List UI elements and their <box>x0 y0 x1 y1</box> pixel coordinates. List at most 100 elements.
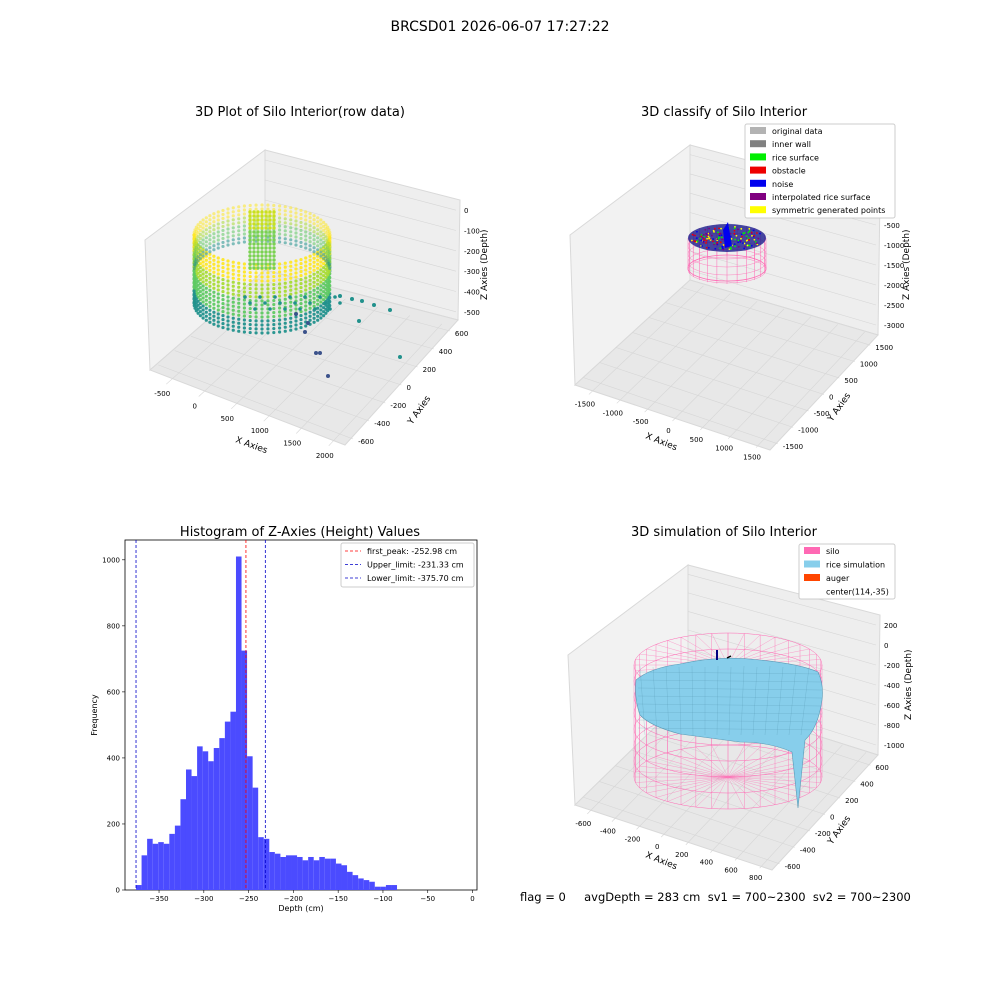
point <box>201 284 205 288</box>
silo-spoke <box>667 752 729 778</box>
point <box>204 220 208 224</box>
point <box>260 210 264 214</box>
point <box>283 281 287 285</box>
point <box>208 280 212 284</box>
point <box>316 298 320 302</box>
x-tick-label: 0 <box>655 843 659 851</box>
point <box>226 239 230 243</box>
point <box>248 246 252 250</box>
point <box>756 232 758 234</box>
point <box>226 275 230 279</box>
mesh-line <box>764 665 771 736</box>
point <box>248 250 252 254</box>
point <box>242 318 247 322</box>
point <box>208 250 212 254</box>
point <box>254 319 258 323</box>
point <box>242 326 247 330</box>
point <box>294 235 298 239</box>
mesh-line <box>639 665 646 736</box>
point <box>283 325 287 329</box>
mesh-line <box>740 665 745 736</box>
point <box>289 230 293 234</box>
point <box>718 227 720 230</box>
point <box>221 216 225 221</box>
y-tick-label: 500 <box>844 377 857 385</box>
point <box>312 230 316 234</box>
point <box>733 229 736 232</box>
point <box>226 227 230 231</box>
silo-spoke <box>646 760 729 778</box>
point <box>316 248 320 252</box>
point <box>226 279 230 283</box>
point <box>294 243 298 247</box>
gridline <box>158 364 354 440</box>
point <box>204 306 208 310</box>
point <box>289 218 293 222</box>
point <box>272 258 276 262</box>
point <box>216 226 220 230</box>
point <box>193 264 197 268</box>
histogram-bar <box>385 885 392 890</box>
point <box>289 210 293 214</box>
gridline <box>231 298 346 410</box>
point <box>237 329 241 333</box>
point <box>256 246 260 250</box>
point <box>208 312 212 316</box>
point <box>322 232 326 236</box>
point <box>266 283 270 287</box>
point <box>221 301 225 306</box>
point <box>216 324 220 328</box>
point <box>216 312 220 316</box>
point <box>319 292 323 296</box>
point <box>248 326 252 331</box>
point <box>192 297 196 301</box>
point <box>704 228 707 231</box>
gridline <box>264 159 457 211</box>
point <box>231 288 235 292</box>
point <box>204 274 208 278</box>
point <box>695 237 698 240</box>
point <box>192 285 196 289</box>
classify-legend: original data inner wall rice surface obsta… <box>744 123 896 219</box>
y-tick-label: 400 <box>439 348 452 356</box>
point <box>264 214 268 218</box>
point <box>312 296 316 300</box>
legend-label: Lower_limit: -375.70 cm <box>367 574 464 583</box>
point <box>272 234 276 238</box>
silo-spoke <box>727 776 745 809</box>
point <box>192 281 196 285</box>
point <box>283 307 287 311</box>
gridline <box>263 306 378 422</box>
point <box>328 242 332 246</box>
point <box>328 258 332 262</box>
point <box>226 287 230 291</box>
point <box>316 274 320 278</box>
point <box>242 286 247 290</box>
point <box>753 234 756 237</box>
point <box>216 218 220 222</box>
point <box>299 293 303 298</box>
point <box>283 313 287 317</box>
point <box>221 317 225 322</box>
point <box>272 286 276 291</box>
mesh-line <box>800 666 810 736</box>
gridline <box>665 302 855 362</box>
point <box>212 232 216 236</box>
point <box>277 282 282 286</box>
point <box>231 328 235 332</box>
point <box>714 247 717 250</box>
point <box>201 272 205 276</box>
point <box>231 242 235 246</box>
point <box>237 297 241 301</box>
point <box>277 306 282 310</box>
point <box>283 277 287 281</box>
point <box>260 323 264 327</box>
point <box>212 248 216 252</box>
histogram-bar <box>347 871 353 890</box>
point <box>264 238 268 242</box>
z-tick-label: 200 <box>884 622 897 630</box>
point <box>322 278 326 282</box>
point <box>264 230 268 234</box>
point <box>231 320 235 324</box>
